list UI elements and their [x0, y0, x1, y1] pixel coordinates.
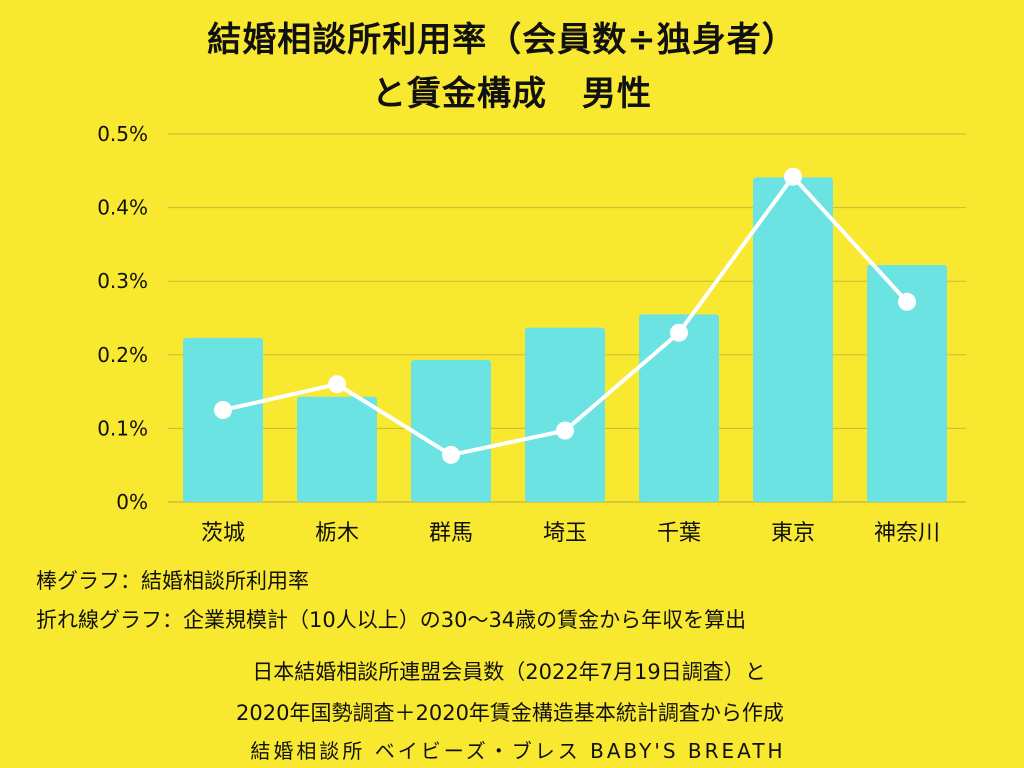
source-line2: 2020年国勢調査＋2020年賃金構造基本統計調査から作成	[236, 701, 784, 725]
brand-credit: 結婚相談所 ベイビーズ・ブレス BABY'S BREATH	[250, 739, 786, 763]
line-point	[670, 323, 688, 342]
bar	[525, 327, 605, 502]
line-point	[898, 292, 916, 311]
bar	[297, 396, 377, 502]
x-category-label: 千葉	[657, 521, 701, 546]
source-line1: 日本結婚相談所連盟会員数（2022年7月19日調査）と	[252, 660, 766, 684]
bar-series	[183, 177, 947, 502]
bar	[867, 265, 947, 502]
x-category-label: 群馬	[429, 521, 473, 546]
line-point	[556, 421, 574, 440]
bar	[639, 314, 719, 502]
bar	[753, 177, 833, 502]
bar	[411, 359, 491, 502]
chart-title-line2: と賃金構成 男性	[372, 74, 652, 114]
x-category-label: 栃木	[315, 521, 359, 546]
y-tick-label: 0%	[116, 490, 148, 514]
line-point	[214, 401, 232, 419]
y-axis: 0% 0.1% 0.2% 0.3% 0.4% 0.5%	[97, 122, 148, 514]
y-tick-label: 0.2%	[97, 343, 148, 367]
x-category-label: 東京	[771, 521, 815, 546]
y-tick-label: 0.4%	[97, 196, 148, 220]
x-category-label: 茨城	[201, 521, 245, 546]
x-axis: 茨城 栃木 群馬 埼玉 千葉 東京 神奈川	[201, 521, 940, 546]
bar	[183, 337, 263, 502]
x-category-label: 神奈川	[874, 521, 940, 546]
chart-title-line1: 結婚相談所利用率（会員数÷独身者）	[207, 20, 797, 60]
line-series	[214, 167, 916, 464]
line-legend-note: 折れ線グラフ：企業規模計（10人以上）の30～34歳の賃金から年収を算出	[36, 608, 747, 632]
combo-chart: 0% 0.1% 0.2% 0.3% 0.4% 0.5% 茨城 栃木 群馬 埼玉 千葉 東京 神奈川	[97, 122, 966, 546]
x-category-label: 埼玉	[543, 521, 587, 546]
y-tick-label: 0.3%	[97, 269, 148, 293]
y-tick-label: 0.1%	[97, 416, 148, 440]
line-point	[328, 375, 346, 394]
line-point	[784, 167, 802, 186]
bar-legend-note: 棒グラフ：結婚相談所利用率	[36, 569, 309, 593]
y-tick-label: 0.5%	[97, 122, 148, 146]
line-point	[442, 445, 460, 464]
